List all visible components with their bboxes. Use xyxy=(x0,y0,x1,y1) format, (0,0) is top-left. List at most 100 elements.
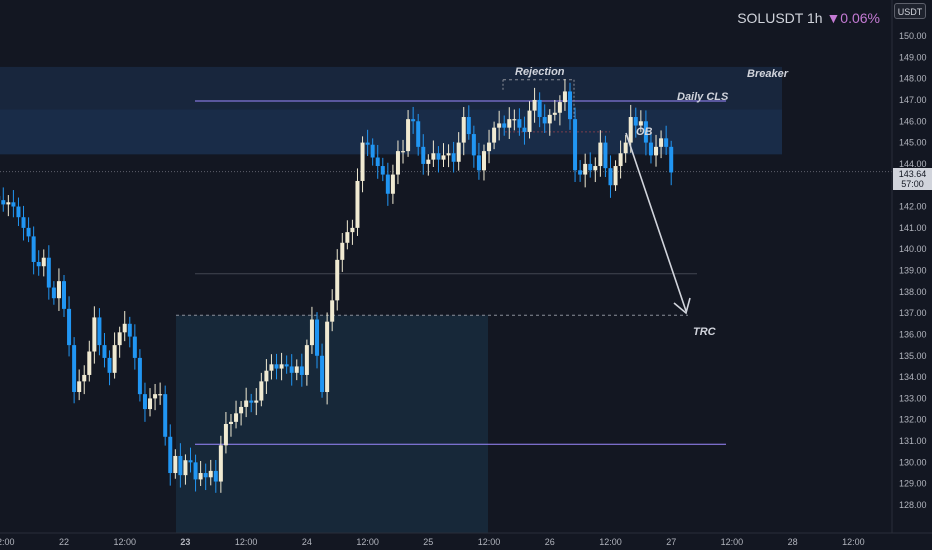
candle-body xyxy=(107,357,112,373)
y-tick-label: 134.00 xyxy=(899,372,927,382)
y-tick-label: 139.00 xyxy=(899,266,927,276)
y-tick-label: 147.00 xyxy=(899,95,927,105)
bar-countdown: 57:00 xyxy=(901,179,924,189)
breaker-label: Breaker xyxy=(747,68,788,80)
candle-body xyxy=(132,336,137,358)
x-tick-label: 28 xyxy=(788,537,798,547)
y-tick-label: 141.00 xyxy=(899,223,927,233)
candle-body xyxy=(507,119,512,128)
x-tick-label: 27 xyxy=(666,537,676,547)
y-tick-label: 132.00 xyxy=(899,415,927,425)
x-tick-label: 12:00 xyxy=(0,537,15,547)
candle-body xyxy=(426,159,431,164)
candle-body xyxy=(436,153,441,160)
candle-body xyxy=(431,153,436,160)
candle-body xyxy=(254,400,259,403)
candle-body xyxy=(451,153,456,162)
candle-body xyxy=(137,357,142,395)
x-tick-label: 25 xyxy=(423,537,433,547)
y-tick-label: 130.00 xyxy=(899,457,927,467)
y-tick-label: 145.00 xyxy=(899,138,927,148)
candle-body xyxy=(628,117,633,143)
candle-body xyxy=(178,455,183,476)
candle-body xyxy=(21,217,26,228)
candle-body xyxy=(234,413,239,422)
y-tick-label: 146.00 xyxy=(899,116,927,126)
symbol-label: SOLUSDT 1h xyxy=(737,10,823,26)
currency-badge[interactable]: USDT xyxy=(894,3,926,19)
candle-body xyxy=(613,166,618,186)
candle-body xyxy=(269,364,274,371)
x-tick-label: 24 xyxy=(302,537,312,547)
candle-body xyxy=(193,462,198,480)
candle-body xyxy=(669,146,674,173)
candle-body xyxy=(62,281,66,309)
candle-body xyxy=(512,119,517,121)
candle-body xyxy=(623,142,628,154)
candle-body xyxy=(638,121,643,126)
y-tick-label: 131.00 xyxy=(899,436,927,446)
candle-body xyxy=(456,142,461,162)
candle-body xyxy=(6,202,11,205)
candle-body xyxy=(264,370,269,382)
candle-body xyxy=(16,206,21,218)
candle-body xyxy=(284,364,289,367)
x-tick-label: 12:00 xyxy=(842,537,865,547)
breaker-zone xyxy=(0,66,782,155)
candle-body xyxy=(259,381,264,401)
candle-body xyxy=(26,227,31,237)
candle-body xyxy=(466,117,471,135)
candle-body xyxy=(218,445,223,482)
candle-body xyxy=(198,473,203,480)
candle-body xyxy=(411,119,416,122)
candle-body xyxy=(117,332,122,346)
x-tick-label: 12:00 xyxy=(356,537,379,547)
candle-body xyxy=(340,242,345,260)
candle-body xyxy=(92,317,97,352)
candle-body xyxy=(578,170,583,175)
candle-body xyxy=(239,406,244,414)
candle-body xyxy=(406,119,411,152)
candle-body xyxy=(279,364,284,369)
candle-body xyxy=(517,119,522,128)
candle-body xyxy=(112,345,117,373)
candle-body xyxy=(557,102,562,113)
candle-body xyxy=(360,142,365,181)
candle-body xyxy=(416,121,421,147)
candle-body xyxy=(365,142,370,145)
candle-body xyxy=(36,261,41,267)
candle-body xyxy=(487,142,492,152)
candle-body xyxy=(476,155,481,171)
projection-arrowhead xyxy=(673,297,691,315)
candle-body xyxy=(142,394,147,410)
candle-body xyxy=(153,394,158,399)
last-price: 143.64 xyxy=(898,169,927,179)
x-tick-label: 22 xyxy=(59,537,69,547)
candle-body xyxy=(562,91,567,103)
candle-body xyxy=(370,144,375,158)
candle-body xyxy=(97,317,102,346)
x-tick-label: 12:00 xyxy=(721,537,744,547)
candle-body xyxy=(294,366,299,373)
x-tick-label: 12:00 xyxy=(478,537,501,547)
candle-body xyxy=(395,151,400,175)
candle-body xyxy=(46,257,51,288)
x-tick-label: 12:00 xyxy=(599,537,622,547)
candle-body xyxy=(390,174,395,194)
candle-body xyxy=(289,366,294,373)
candle-body xyxy=(385,174,390,194)
candle-body xyxy=(527,110,532,132)
candle-body xyxy=(213,470,218,482)
candle-body xyxy=(654,146,659,156)
candle-body xyxy=(643,121,648,143)
x-tick-label: 26 xyxy=(545,537,555,547)
x-tick-label: 12:00 xyxy=(113,537,136,547)
candle-body xyxy=(618,153,623,167)
candle-body xyxy=(497,123,502,128)
demand-zone xyxy=(176,315,488,533)
candle-body xyxy=(441,155,446,160)
candle-body xyxy=(603,142,608,169)
candle-body xyxy=(421,146,426,164)
